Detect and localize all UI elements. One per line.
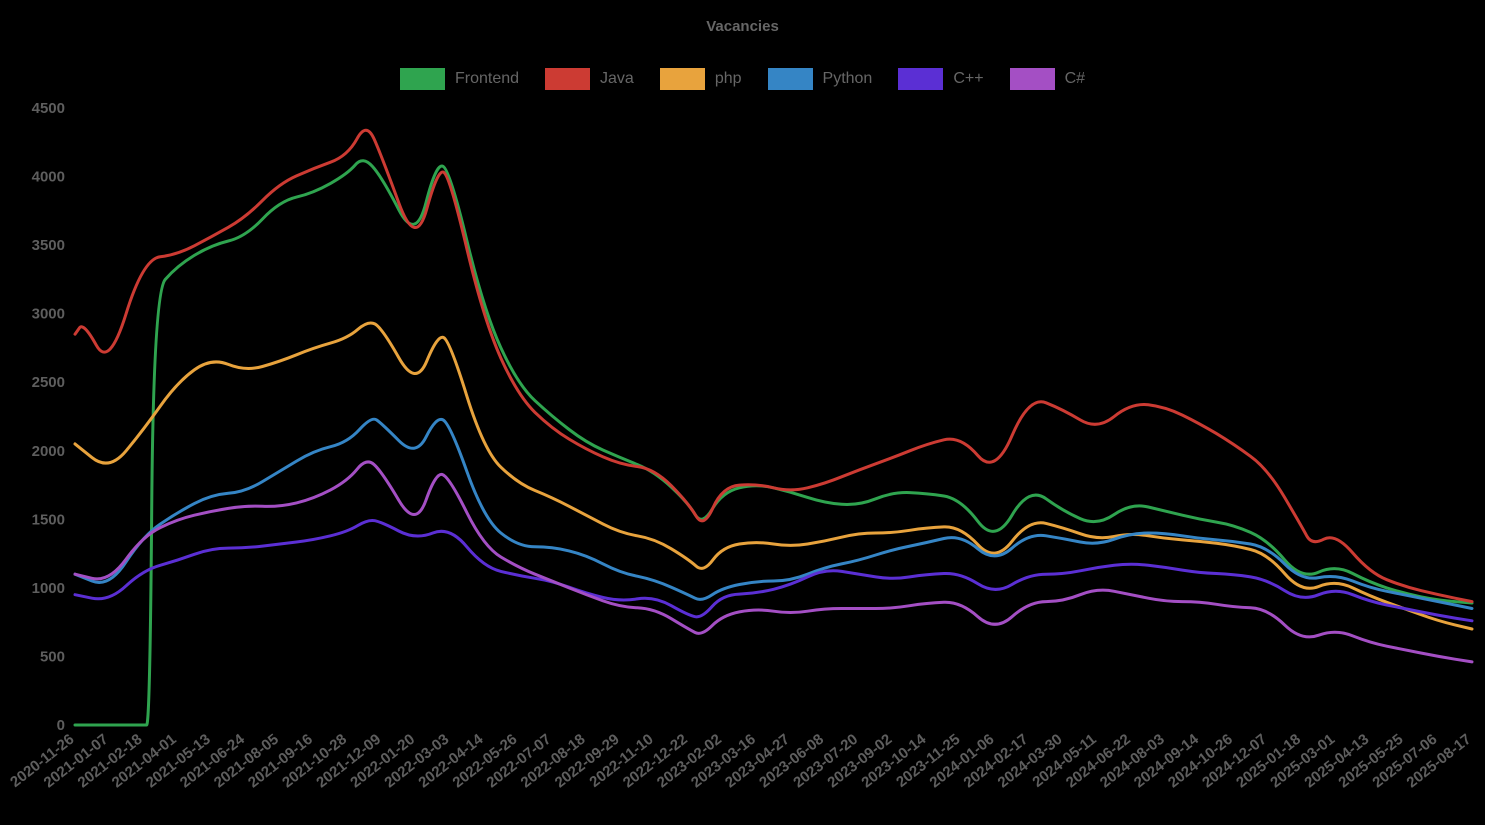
legend-label-frontend: Frontend: [454, 70, 520, 87]
legend-item-php[interactable]: php: [659, 68, 742, 90]
legend-swatch-java: [545, 68, 591, 90]
series-line-java: [73, 128, 1474, 604]
legend-item-csharp[interactable]: C#: [1009, 68, 1086, 90]
y-axis-tick-label: 4500: [32, 100, 65, 117]
legend-swatch-cplusplus: [898, 68, 944, 90]
series-line-cplusplus: [73, 518, 1474, 623]
y-axis-tick-label: 0: [57, 717, 65, 734]
legend-label-cplusplus: C++: [953, 70, 984, 87]
series-line-php: [73, 321, 1474, 631]
y-axis-tick-label: 3500: [32, 237, 65, 254]
y-axis-tick-label: 1500: [32, 511, 65, 528]
y-axis-tick-label: 1000: [32, 580, 65, 597]
legend-label-php: php: [714, 70, 742, 87]
y-axis-tick-label: 2500: [32, 374, 65, 391]
legend-label-java: Java: [600, 70, 634, 87]
series-line-frontend: [73, 159, 1474, 727]
legend-item-cplusplus[interactable]: C++: [898, 68, 984, 90]
legend-label-python: Python: [822, 70, 873, 87]
legend-label-csharp: C#: [1064, 70, 1086, 87]
legend-swatch-python: [767, 68, 813, 90]
y-axis-tick-label: 500: [40, 648, 65, 665]
chart-title: Vacancies: [706, 18, 779, 35]
legend-swatch-frontend: [399, 68, 445, 90]
series-line-python: [73, 417, 1474, 610]
legend-swatch-csharp: [1009, 68, 1055, 90]
legend-swatch-php: [659, 68, 705, 90]
y-axis-tick-label: 4000: [32, 169, 65, 186]
legend-item-python[interactable]: Python: [767, 68, 873, 90]
legend-item-frontend[interactable]: Frontend: [399, 68, 520, 90]
y-axis-tick-label: 2000: [32, 443, 65, 460]
y-axis-tick-label: 3000: [32, 306, 65, 323]
series-line-csharp: [73, 460, 1474, 664]
legend-item-java[interactable]: Java: [545, 68, 634, 90]
chart-legend: Frontend Java php Python C++ C#: [0, 68, 1485, 90]
